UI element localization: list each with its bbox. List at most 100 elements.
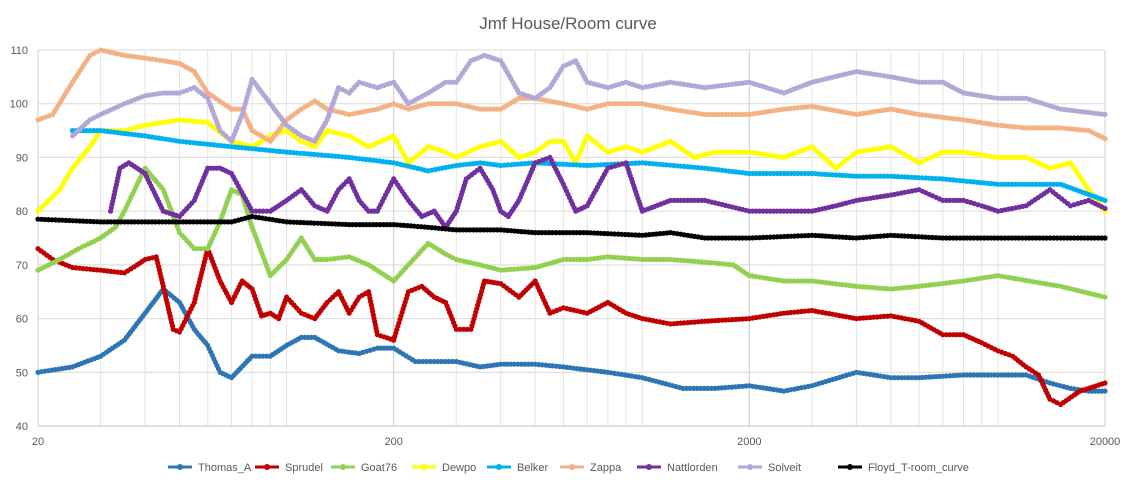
data-point [442,358,448,365]
data-point [995,95,1001,101]
data-point [420,358,426,365]
data-point [256,353,262,359]
legend-item-zappa[interactable]: Zappa [560,462,622,474]
data-point [680,385,686,391]
data-point [412,358,418,365]
data-point [461,326,467,332]
legend-item-nattlorden[interactable]: Nattlorden [637,462,718,474]
y-tick-label: 50 [16,367,28,379]
data-point [424,358,430,365]
data-point [425,101,431,107]
x-tick-label: 2000 [737,436,761,448]
legend-item-belker[interactable]: Belker [487,462,549,474]
legend-label: Belker [517,462,549,474]
data-point [249,208,255,214]
series-zappa [35,47,1108,144]
data-point [705,385,711,391]
data-point [1012,154,1019,160]
data-point [249,353,255,359]
axes: 40 50 60 70 80 90 100 110 20 200 2000 20000 [10,45,1121,448]
data-point [788,208,794,214]
data-point [450,358,456,365]
legend-item-sprudel[interactable]: Sprudel [255,462,323,474]
y-tick-label: 90 [16,152,28,164]
legend-marker [847,464,853,470]
legend-item-floyd-t-room-curve[interactable]: Floyd_T-room_curve [838,462,969,474]
data-point [1012,95,1019,101]
legend-label: Floyd_T-room_curve [868,462,969,474]
data-point [236,106,242,112]
data-point [694,385,700,391]
data-point [698,385,704,391]
data-point [83,128,90,134]
data-point [427,358,433,365]
legend-marker [264,464,270,470]
data-point [708,385,714,391]
data-point [805,278,812,284]
data-point [1102,380,1108,386]
data-point [253,208,259,214]
legend-item-thomas-a[interactable]: Thomas_A [168,462,252,474]
legend-label: Zappa [590,462,622,474]
y-tick-label: 110 [10,45,28,57]
data-point [260,208,266,214]
legend-marker [340,464,346,470]
legend-item-dewpo[interactable]: Dewpo [412,462,476,474]
data-point [1102,111,1108,118]
series-goat76 [35,165,1108,300]
series-floyd-t-room-curve [35,213,1108,241]
series-solveit [69,52,1108,144]
data-point [228,106,235,112]
legend-label: Solveit [768,462,801,474]
data-point [264,208,270,214]
data-point [1102,197,1108,203]
data-point [256,208,262,214]
data-point [443,101,449,107]
legend-item-solveit[interactable]: Solveit [738,462,801,474]
x-tick-label: 20 [32,436,44,448]
legend-label: Sprudel [285,462,323,474]
data-point [1102,388,1108,394]
data-point [453,326,459,332]
data-point [788,278,794,284]
data-point [995,372,1001,378]
y-tick-label: 80 [16,206,28,218]
data-point [194,219,200,225]
data-point [443,79,449,85]
legend-marker [569,464,575,470]
data-point [176,219,183,225]
data-point [805,208,812,214]
legend-marker [421,464,427,470]
gridlines [37,49,1106,427]
legend-marker [646,464,652,470]
data-point [653,256,659,263]
legend-label: Nattlorden [667,462,718,474]
chart-title: Jmf House/Room curve [479,14,657,33]
legend-label: Goat76 [361,462,397,474]
data-point [435,358,441,365]
data-point [260,353,266,359]
y-tick-label: 60 [16,314,28,326]
x-tick-label: 200 [384,436,402,448]
data-point [1102,235,1108,241]
legend-marker [177,464,183,470]
data-point [253,353,259,359]
data-point [1102,294,1108,300]
y-tick-label: 40 [16,421,28,433]
y-tick-label: 100 [10,99,28,111]
legend-item-goat76[interactable]: Goat76 [331,462,397,474]
series-nattlorden [108,154,1108,230]
data-point [264,353,270,359]
data-point [457,326,463,332]
series-belker [69,128,1108,203]
data-point [416,358,422,365]
data-point [902,375,908,381]
data-point [995,154,1001,160]
data-point [431,358,437,365]
data-point [464,326,470,332]
legend-label: Thomas_A [198,462,252,474]
data-point [446,358,452,365]
legend: Thomas_A Sprudel Goat76 Dewpo Belker Zappa Nat… [168,462,969,474]
x-tick-label: 20000 [1090,436,1121,448]
